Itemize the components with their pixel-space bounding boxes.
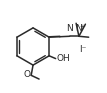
- Text: N: N: [66, 24, 73, 33]
- Text: N: N: [76, 24, 82, 33]
- Text: O: O: [24, 70, 31, 79]
- Text: OH: OH: [56, 54, 70, 63]
- Text: I⁻: I⁻: [79, 45, 86, 54]
- Text: +: +: [80, 24, 85, 30]
